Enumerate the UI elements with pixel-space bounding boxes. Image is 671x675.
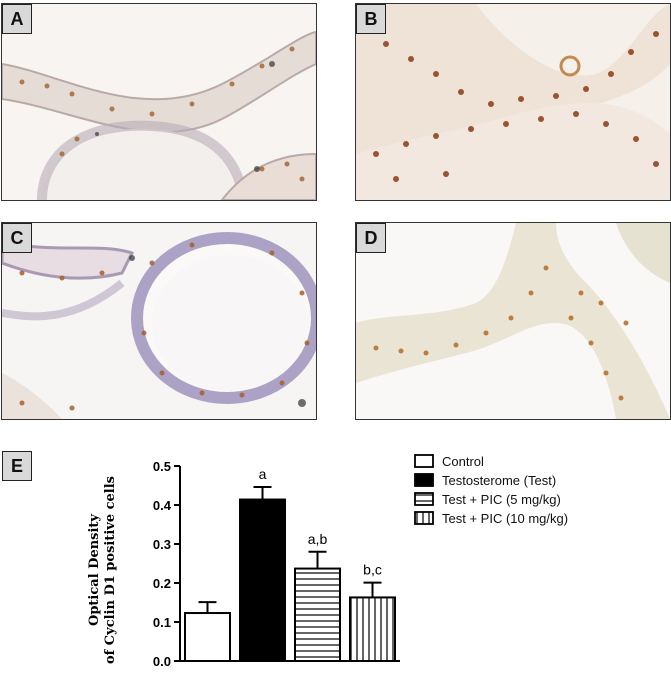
legend-swatch: [414, 511, 434, 525]
legend-swatch: [414, 454, 434, 468]
y-tick-label: 0.2: [153, 576, 171, 591]
panel-label-e: E: [2, 451, 32, 481]
micrograph-d-image: [356, 223, 670, 419]
legend-swatch: [414, 492, 434, 506]
bar: [239, 498, 286, 663]
bar-annotation: a: [259, 466, 267, 482]
panel-label-c: C: [2, 223, 32, 253]
legend-entry: Testosterome (Test): [442, 473, 556, 488]
legend-swatch: [414, 473, 434, 487]
bar: [184, 612, 231, 662]
panel-label-a: A: [2, 4, 32, 34]
legend-entry: Control: [442, 454, 484, 469]
micrograph-c-image: [2, 223, 316, 419]
panel-label-d: D: [356, 223, 386, 253]
bar-annotation: a,b: [308, 531, 328, 547]
bar-annotation: b,c: [363, 562, 382, 578]
y-axis-label-line1: Optical Density: [87, 514, 102, 626]
y-tick-label: 0.5: [153, 459, 171, 474]
y-axis-label: Optical Density of Cyclin D1 positive ce…: [87, 476, 118, 664]
panel-label-b: B: [356, 4, 386, 34]
y-axis-label-line2: of Cyclin D1 positive cells: [103, 476, 118, 664]
y-tick-label: 0.0: [153, 654, 171, 669]
micrograph-b-image: [356, 4, 670, 200]
y-tick-label: 0.3: [153, 537, 171, 552]
bar-chart: Optical Density of Cyclin D1 positive ce…: [87, 454, 568, 669]
y-tick-label: 0.4: [153, 498, 172, 513]
bar: [294, 567, 341, 662]
micrograph-panel-b: B: [355, 3, 671, 201]
micrograph-panel-c: C: [1, 222, 317, 420]
micrograph-panel-a: A: [1, 3, 317, 201]
bar-chart-panel: E Optical Density of Cyclin D1 positive …: [0, 450, 671, 670]
micrograph-a-image: [2, 4, 316, 200]
micrograph-panel-d: D: [355, 222, 671, 420]
bar: [349, 596, 396, 662]
y-tick-label: 0.1: [153, 615, 171, 630]
legend-entry: Test + PIC (5 mg/kg): [442, 492, 561, 507]
legend-entry: Test + PIC (10 mg/kg): [442, 511, 568, 526]
